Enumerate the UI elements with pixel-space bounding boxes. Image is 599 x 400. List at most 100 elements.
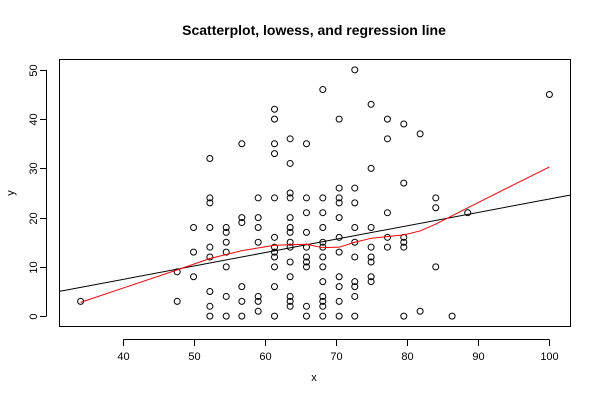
data-point — [335, 184, 343, 192]
data-point — [286, 273, 294, 281]
data-point — [254, 307, 262, 315]
data-point — [367, 164, 375, 172]
data-point — [271, 312, 279, 320]
data-point — [302, 258, 310, 266]
data-point — [302, 263, 310, 271]
x-tick-label: 80 — [401, 351, 413, 363]
data-point — [335, 283, 343, 291]
data-point — [271, 253, 279, 261]
data-point — [238, 219, 246, 227]
data-point — [206, 243, 214, 251]
x-tick-label: 100 — [540, 351, 558, 363]
data-point — [432, 204, 440, 212]
y-axis: 0 10 20 30 40 50 — [28, 64, 47, 320]
data-point — [319, 209, 327, 217]
data-point — [222, 263, 230, 271]
data-point — [351, 278, 359, 286]
x-tick-label: 90 — [472, 351, 484, 363]
data-point — [335, 312, 343, 320]
data-point — [302, 140, 310, 148]
data-point — [254, 223, 262, 231]
data-point — [286, 135, 294, 143]
data-point — [335, 194, 343, 202]
data-point — [351, 312, 359, 320]
data-point — [286, 223, 294, 231]
data-point — [383, 209, 391, 217]
data-point — [206, 199, 214, 207]
data-point — [367, 253, 375, 261]
data-point — [335, 199, 343, 207]
x-tick-label: 50 — [188, 351, 200, 363]
y-tick-label: 10 — [28, 261, 40, 273]
y-tick-label: 50 — [28, 64, 40, 76]
data-point — [271, 233, 279, 241]
data-point — [222, 248, 230, 256]
data-point — [238, 214, 246, 222]
y-tick-label: 0 — [28, 313, 40, 319]
data-point — [271, 115, 279, 123]
data-point — [351, 66, 359, 74]
data-point — [335, 297, 343, 305]
data-point — [190, 248, 198, 256]
data-point — [271, 140, 279, 148]
data-point — [271, 194, 279, 202]
data-point — [383, 115, 391, 123]
data-point — [190, 223, 198, 231]
data-point — [351, 283, 359, 291]
y-tick-label: 20 — [28, 212, 40, 224]
data-point — [302, 312, 310, 320]
data-point — [286, 297, 294, 305]
y-axis-label: y — [5, 190, 17, 196]
data-point — [286, 292, 294, 300]
data-point — [351, 292, 359, 300]
data-point — [222, 312, 230, 320]
data-point — [367, 258, 375, 266]
data-point — [319, 223, 327, 231]
data-point — [351, 199, 359, 207]
data-point — [319, 278, 327, 286]
data-point — [351, 223, 359, 231]
data-point — [302, 253, 310, 261]
data-point — [271, 243, 279, 251]
x-axis: 40 50 60 70 80 90 100 — [117, 339, 559, 363]
data-point — [222, 228, 230, 236]
lowess-line — [80, 166, 550, 303]
data-point — [400, 243, 408, 251]
chart-title: Scatterplot, lowess, and regression line — [182, 22, 446, 38]
data-point — [400, 179, 408, 187]
data-point — [383, 135, 391, 143]
data-point — [416, 130, 424, 138]
plot-frame — [59, 59, 571, 327]
data-point — [206, 155, 214, 163]
data-point — [383, 243, 391, 251]
x-tick-label: 40 — [117, 351, 129, 363]
data-point — [254, 238, 262, 246]
data-point — [254, 214, 262, 222]
data-point — [319, 312, 327, 320]
data-point — [319, 302, 327, 310]
x-tick-label: 70 — [330, 351, 342, 363]
data-point — [286, 258, 294, 266]
data-point — [335, 214, 343, 222]
data-point — [432, 263, 440, 271]
data-point — [448, 312, 456, 320]
data-point — [367, 273, 375, 281]
data-point — [432, 194, 440, 202]
data-point — [400, 238, 408, 246]
data-point — [319, 194, 327, 202]
data-point — [271, 283, 279, 291]
data-point — [319, 253, 327, 261]
data-point — [206, 312, 214, 320]
data-point — [190, 273, 198, 281]
data-point — [319, 86, 327, 94]
data-point — [238, 283, 246, 291]
data-point — [335, 248, 343, 256]
data-point — [286, 194, 294, 202]
data-point — [383, 233, 391, 241]
data-point — [286, 159, 294, 167]
data-point — [222, 238, 230, 246]
data-point — [302, 209, 310, 217]
data-point — [206, 302, 214, 310]
y-tick-label: 30 — [28, 162, 40, 174]
data-point — [254, 297, 262, 305]
